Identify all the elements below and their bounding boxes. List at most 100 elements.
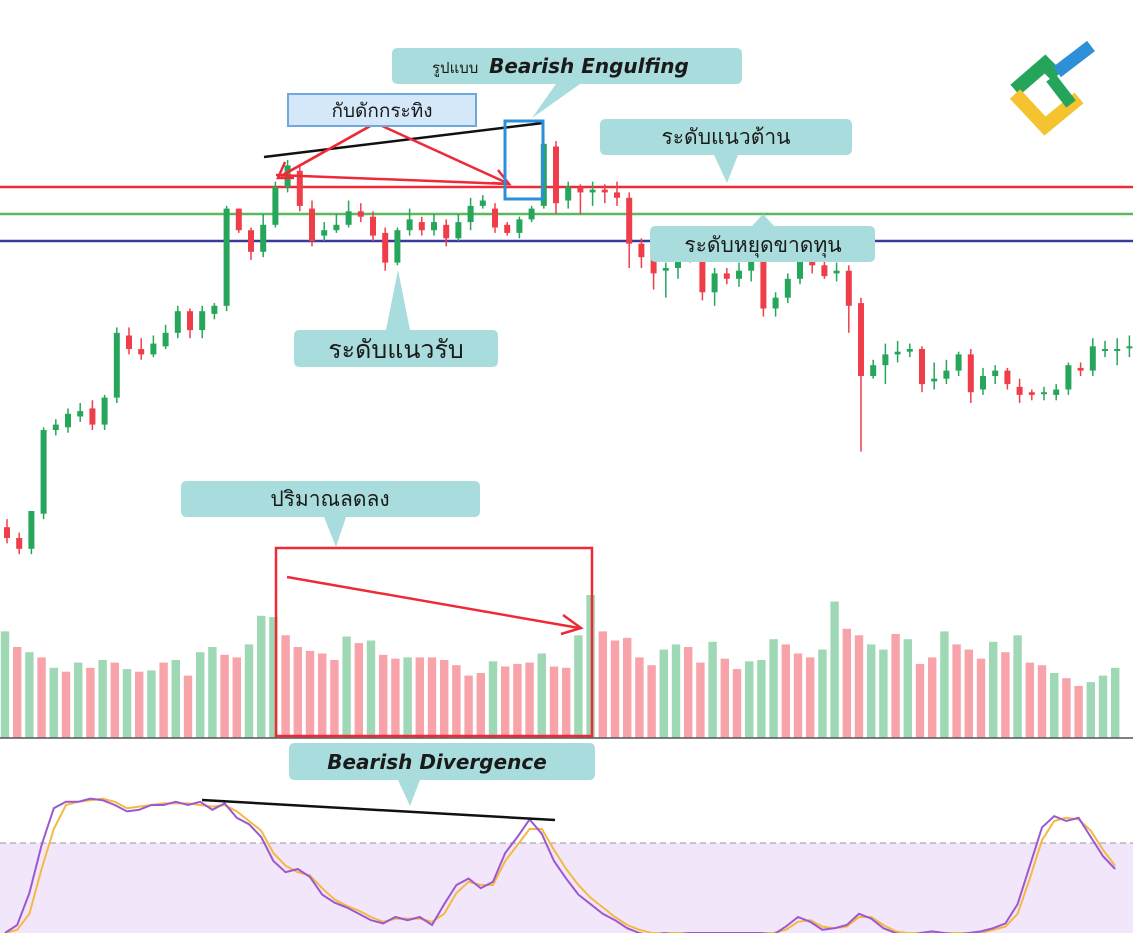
candle <box>223 205 230 312</box>
volume-bar <box>659 649 668 738</box>
candle <box>455 214 462 241</box>
volume-bar <box>537 653 546 738</box>
volume-bar <box>49 667 58 738</box>
candle <box>16 532 23 555</box>
volume-bar <box>1013 635 1022 738</box>
engulfing-prefix-text: รูปแบบ <box>432 59 478 77</box>
candle <box>1089 338 1096 376</box>
volume-bar <box>1086 682 1095 738</box>
candle <box>138 338 145 360</box>
candle <box>980 367 986 395</box>
volume-bar <box>318 653 327 738</box>
volume-bar <box>61 671 71 738</box>
candle <box>150 335 157 358</box>
volume-bar <box>1037 665 1047 738</box>
volume-bar <box>183 675 193 738</box>
volume-bar <box>513 663 522 738</box>
candle <box>28 511 35 555</box>
volume-bar <box>13 647 22 738</box>
volume-bar <box>684 647 693 738</box>
engulfing-highlight-box <box>503 119 545 201</box>
candle <box>187 308 193 339</box>
volume-bar <box>696 662 705 738</box>
volume-bar <box>196 652 205 738</box>
volume-bar <box>427 657 437 738</box>
candle <box>1053 384 1060 401</box>
candle <box>382 227 389 271</box>
volume-bar <box>647 665 656 738</box>
volume-bar <box>623 637 632 738</box>
candle <box>272 181 279 228</box>
volume-bar <box>635 657 644 738</box>
volume-bar <box>732 669 742 738</box>
volume-bar <box>781 644 790 738</box>
candle <box>260 214 267 258</box>
volume-bar <box>915 663 925 738</box>
bull-trap-arrows <box>275 123 512 186</box>
volume-bar <box>964 649 973 738</box>
candle <box>77 403 84 422</box>
support-text: ระดับแนวรับ <box>328 335 464 364</box>
candle <box>174 305 181 339</box>
volume-bar <box>305 650 315 738</box>
volume-bar <box>1050 673 1059 738</box>
volume-bar <box>379 654 388 738</box>
candle <box>370 211 376 241</box>
candle <box>248 227 254 260</box>
volume-bar <box>830 601 839 738</box>
candle <box>662 262 669 298</box>
volume-bar <box>147 670 156 738</box>
volume-bar <box>476 673 485 738</box>
volume-bar <box>1025 662 1034 738</box>
candle <box>309 200 315 247</box>
volume-decline-box <box>274 546 594 738</box>
candle <box>577 184 584 214</box>
candle <box>784 273 791 304</box>
candle <box>614 181 620 206</box>
volume-bar <box>598 631 607 738</box>
volume-bar <box>1111 667 1120 738</box>
support-callout: ระดับแนวรับ <box>294 270 498 367</box>
volume-bar <box>74 662 83 738</box>
candle <box>162 324 169 349</box>
volume-bar <box>110 662 119 738</box>
volume-bar <box>745 661 754 738</box>
candle <box>1065 362 1072 395</box>
volume-bar <box>989 641 998 738</box>
volume-bar <box>903 639 912 738</box>
volume-bar <box>793 653 803 738</box>
volume-bar <box>842 628 851 738</box>
price-trendline <box>263 121 544 159</box>
bull-trap-label: กับดักกระทิง <box>287 93 477 127</box>
candle <box>638 238 645 268</box>
candle <box>492 203 498 233</box>
volume-bar <box>976 658 986 738</box>
candle <box>601 184 608 204</box>
volume-bar <box>867 644 876 738</box>
candle <box>943 359 950 385</box>
candle <box>736 262 742 287</box>
candle <box>406 208 413 236</box>
volume-bar <box>171 660 180 738</box>
candle <box>1126 335 1133 358</box>
engulfing-callout: รูปแบบ Bearish Engulfing <box>392 48 742 118</box>
candle <box>858 297 864 452</box>
volume-bar <box>135 671 144 738</box>
volume-bar <box>342 636 351 738</box>
stochastic-oscillator <box>4 797 1116 933</box>
stochastic-overbought-zone <box>0 843 1133 933</box>
volume-bar <box>269 617 278 738</box>
volume-bar <box>574 635 583 738</box>
candle <box>394 227 401 266</box>
volume-bar <box>122 669 132 738</box>
candle <box>126 327 132 355</box>
volume-bar <box>720 658 729 738</box>
volume-bar <box>708 641 717 738</box>
volume-bar <box>354 643 363 738</box>
candle <box>52 419 59 436</box>
candle <box>235 208 242 233</box>
volume-bars <box>0 595 1120 738</box>
candle <box>967 349 974 403</box>
divergence-text: Bearish Divergence <box>327 750 547 774</box>
candle <box>565 181 572 209</box>
